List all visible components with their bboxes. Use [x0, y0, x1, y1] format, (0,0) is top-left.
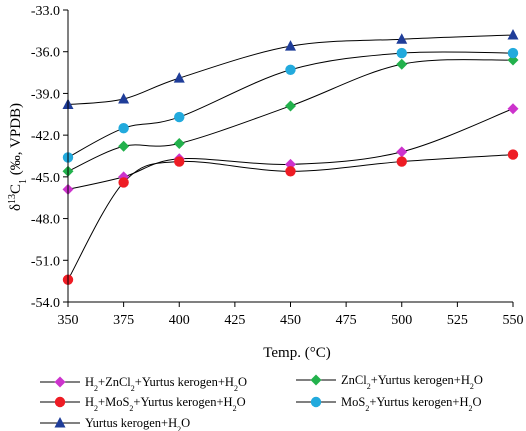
data-point: [396, 47, 407, 59]
x-tick-label: 425: [224, 313, 245, 328]
y-tick-label: -33.0: [31, 4, 60, 19]
y-tick-label: -39.0: [31, 87, 60, 102]
legend-label: ZnCl2+Yurtus kerogen+H2O: [341, 373, 483, 391]
legend-item: H2+MoS2+Yurtus kerogen+H2O: [40, 395, 246, 413]
data-point: [507, 47, 519, 59]
data-point: [173, 72, 185, 83]
y-tick-label: -51.0: [31, 254, 60, 269]
legend-marker: [310, 396, 322, 408]
x-tick-label: 450: [280, 313, 301, 328]
data-point: [118, 122, 129, 134]
series-line-1: [67, 59, 514, 172]
legend-item: MoS2+Yurtus kerogen+H2O: [296, 395, 482, 413]
x-tick-label: 475: [336, 313, 357, 328]
data-point: [396, 156, 407, 167]
x-axis-title: Temp. (°C): [263, 345, 330, 361]
plot-area: [62, 29, 519, 285]
y-tick-label: -42.0: [31, 129, 60, 144]
legend-label: H2+MoS2+Yurtus kerogen+H2O: [85, 395, 246, 413]
data-point: [507, 103, 519, 115]
x-tick-label: 400: [169, 313, 190, 328]
y-tick-label: -48.0: [31, 213, 60, 228]
data-point: [507, 29, 519, 40]
legend-marker: [54, 376, 66, 388]
series-line-2: [67, 154, 514, 280]
data-point: [285, 64, 296, 75]
data-point: [174, 111, 185, 123]
x-tick-label: 375: [113, 313, 134, 328]
data-point: [285, 166, 296, 177]
legend-label: MoS2+Yurtus kerogen+H2O: [341, 395, 482, 413]
data-point: [285, 100, 296, 112]
legend-item: Yurtus kerogen+H2O: [40, 416, 190, 431]
legend-marker: [54, 396, 66, 408]
y-tick-label: -36.0: [31, 46, 60, 61]
legend: H2+ZnCl2+Yurtus kerogen+H2O ZnCl2+Yurtus …: [40, 373, 483, 431]
legend-item: ZnCl2+Yurtus kerogen+H2O: [296, 373, 483, 391]
y-axis-title: δ13C1 (‰, VPDB): [7, 103, 29, 211]
data-point: [507, 149, 519, 160]
x-tick-label: 550: [503, 313, 524, 328]
data-point: [118, 92, 130, 104]
legend-label: H2+ZnCl2+Yurtus kerogen+H2O: [85, 375, 247, 393]
y-tick-label: -54.0: [31, 296, 60, 311]
x-tick-label: 525: [447, 313, 468, 328]
legend-label: Yurtus kerogen+H2O: [85, 416, 190, 431]
x-tick-label: 350: [58, 313, 79, 328]
data-point: [118, 177, 129, 188]
series-line-0: [67, 108, 514, 190]
data-point: [285, 40, 296, 51]
legend-marker: [310, 374, 322, 386]
data-point: [396, 146, 408, 158]
axes: -33.0 -36.0 -39.0 -42.0 -45.0 -48.0 -51.0 -54.0…: [31, 4, 524, 328]
x-tick-label: 500: [391, 313, 412, 328]
y-tick-label: -45.0: [31, 171, 60, 186]
data-point: [173, 137, 185, 149]
data-point: [396, 58, 408, 70]
data-point: [396, 33, 408, 44]
legend-marker: [54, 417, 66, 428]
data-point: [174, 156, 185, 167]
legend-item: H2+ZnCl2+Yurtus kerogen+H2O: [40, 375, 247, 393]
data-point: [118, 140, 130, 152]
